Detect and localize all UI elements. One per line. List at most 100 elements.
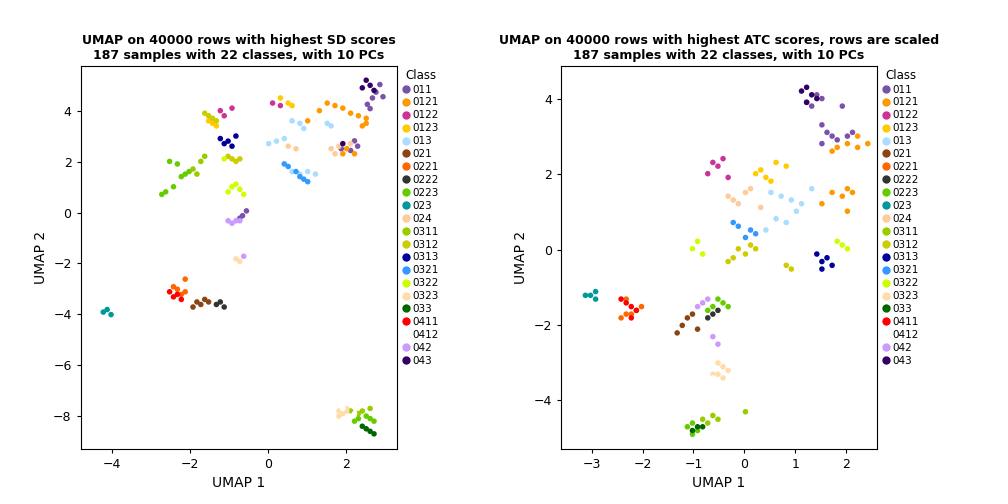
Point (793, 200, 809, 208)
Point (830, 143, 846, 151)
Point (216, 303, 232, 311)
Point (748, 230, 764, 238)
Point (193, 300, 209, 308)
Point (618, 299, 634, 307)
Point (613, 295, 629, 303)
Point (323, 122, 339, 130)
Point (618, 295, 634, 303)
Point (705, 158, 721, 166)
Point (173, 172, 190, 180)
Point (232, 214, 248, 222)
Point (216, 140, 232, 148)
Point (715, 155, 731, 163)
Point (825, 132, 841, 140)
Point (292, 172, 308, 180)
Point (161, 288, 177, 296)
Point (689, 426, 706, 434)
Point (173, 290, 190, 298)
Point (232, 258, 248, 266)
Point (284, 117, 300, 125)
Point (327, 102, 343, 110)
Point (157, 188, 173, 196)
Point (181, 167, 198, 175)
Point (710, 295, 726, 303)
Point (299, 167, 316, 175)
Point (689, 302, 706, 310)
Point (778, 218, 794, 226)
Point (327, 150, 343, 158)
Point (700, 385, 716, 393)
Point (228, 255, 244, 263)
Point (720, 192, 736, 200)
Point (808, 250, 825, 258)
Point (813, 200, 830, 208)
Point (715, 374, 731, 382)
Point (850, 132, 866, 140)
Point (835, 192, 851, 200)
Point (700, 419, 716, 427)
Point (362, 427, 378, 435)
Point (768, 215, 784, 223)
Point (331, 142, 347, 150)
Point (835, 241, 851, 249)
Point (840, 132, 856, 140)
Point (748, 245, 764, 253)
Point (347, 402, 363, 410)
Point (311, 107, 328, 115)
Point (224, 104, 240, 112)
Point (343, 140, 359, 148)
Point (209, 122, 225, 130)
Point (715, 299, 731, 307)
Point (738, 408, 754, 416)
Point (335, 140, 351, 148)
Point (725, 218, 741, 226)
Point (209, 300, 225, 308)
Point (358, 412, 374, 420)
Point (700, 170, 716, 178)
Point (213, 298, 229, 306)
Point (758, 173, 774, 181)
Point (700, 295, 716, 303)
Point (710, 162, 726, 170)
Point (228, 180, 244, 188)
Point (280, 142, 296, 150)
Point (331, 407, 347, 415)
Point (803, 102, 820, 110)
Point (334, 145, 350, 153)
Point (364, 94, 380, 102)
Point (669, 329, 685, 337)
Point (825, 261, 841, 269)
Point (700, 314, 716, 322)
Point (197, 152, 213, 160)
Point (177, 275, 194, 283)
Point (783, 196, 799, 204)
Point (220, 217, 236, 225)
Point (753, 166, 769, 174)
Point (339, 145, 355, 153)
Point (758, 226, 774, 234)
Point (350, 142, 366, 150)
Point (850, 143, 866, 151)
Point (347, 410, 363, 418)
Point (169, 160, 185, 168)
Point (193, 157, 209, 165)
Point (366, 86, 382, 94)
Point (763, 188, 779, 197)
Point (184, 303, 201, 311)
Point (679, 314, 696, 322)
Point (633, 302, 649, 310)
Point (201, 298, 217, 306)
Point (674, 322, 690, 330)
Point (710, 340, 726, 348)
Point (730, 222, 746, 230)
Point (700, 306, 716, 314)
Point (743, 226, 759, 234)
Point (705, 370, 721, 378)
Point (623, 314, 639, 322)
Point (232, 155, 248, 163)
Point (695, 423, 711, 431)
Point (224, 183, 240, 191)
Point (684, 430, 701, 438)
Point (201, 117, 217, 125)
Point (295, 175, 311, 183)
